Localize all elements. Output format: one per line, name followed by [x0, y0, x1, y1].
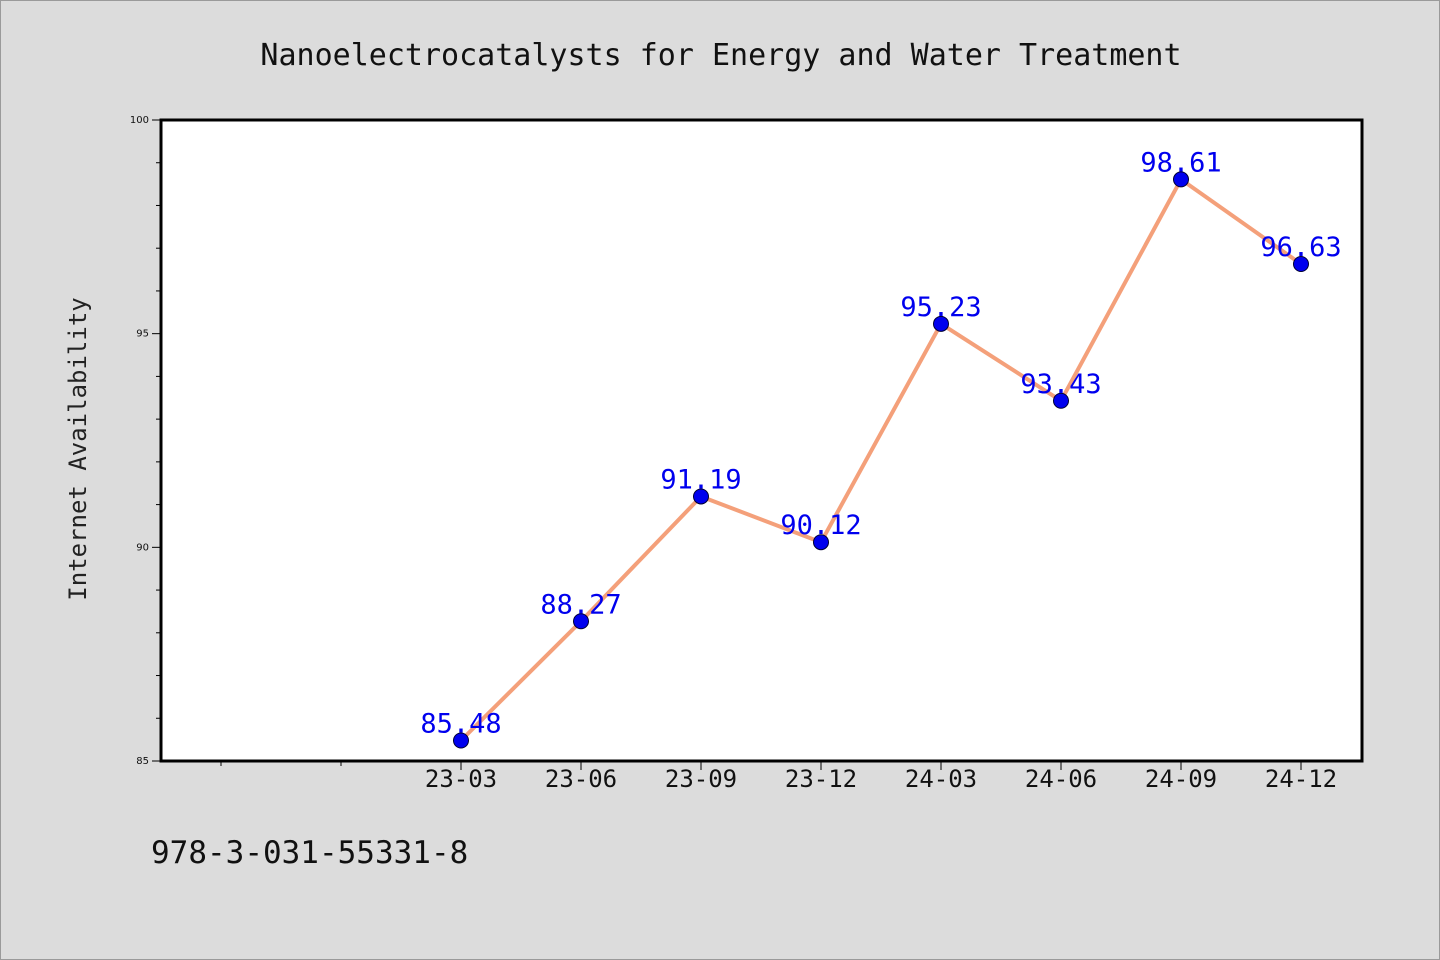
data-point-marker	[1173, 171, 1189, 188]
data-label: 90.12	[780, 510, 861, 541]
axis-ticks: 85 90 95 100 23-03 23-06 23-09 23-12 24-03 24-06 2…	[130, 115, 1337, 793]
x-tick-label: 23-12	[785, 765, 857, 793]
x-tick-label: 24-12	[1265, 765, 1337, 793]
x-tick-label: 24-03	[905, 765, 977, 793]
data-point-marker	[813, 534, 829, 551]
data-point-marker	[453, 732, 469, 749]
series-markers	[453, 171, 1309, 749]
x-tick-label: 24-09	[1145, 765, 1217, 793]
y-tick-label: 85	[136, 756, 149, 767]
series-polyline	[459, 177, 1303, 742]
data-point-marker	[1293, 256, 1309, 273]
plot-area	[159, 118, 1364, 763]
x-tick-label: 23-09	[665, 765, 737, 793]
data-label: 98.61	[1140, 147, 1221, 178]
data-labels: 85.48 88.27 91.19 90.12 95.23 93.43 98.61 96.63	[420, 147, 1341, 739]
chart-title: Nanoelectrocatalysts for Energy and Wate…	[260, 38, 1181, 73]
data-label: 85.48	[420, 708, 501, 739]
data-point-marker	[1053, 392, 1069, 409]
data-label: 93.43	[1020, 369, 1101, 400]
y-axis-label: Internet Availability	[64, 297, 92, 600]
data-point-marker	[573, 613, 589, 630]
data-label: 95.23	[900, 292, 981, 323]
x-tick-label: 23-03	[425, 765, 497, 793]
y-tick-label: 95	[136, 329, 149, 340]
data-point-marker	[933, 315, 949, 332]
series-line	[459, 177, 1303, 742]
data-label: 96.63	[1260, 232, 1341, 263]
isbn-text: 978-3-031-55331-8	[151, 835, 469, 871]
data-point-marker	[693, 488, 709, 505]
data-label: 88.27	[540, 589, 621, 620]
y-tick-label: 90	[136, 542, 149, 553]
x-tick-label: 23-06	[545, 765, 617, 793]
data-label: 91.19	[660, 464, 741, 495]
x-tick-label: 24-06	[1025, 765, 1097, 793]
y-tick-label: 100	[130, 115, 149, 126]
